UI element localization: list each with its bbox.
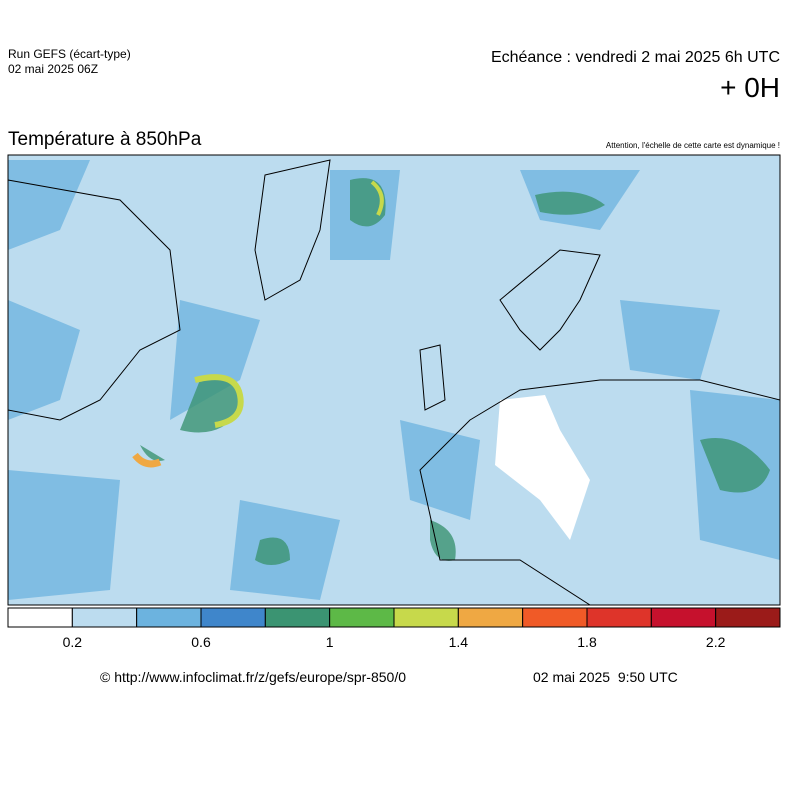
color-step (715, 607, 781, 628)
colorbar: 0.2 0.6 1 1.4 1.8 2.2 (7, 607, 781, 650)
color-step (264, 607, 331, 628)
color-step (7, 607, 73, 628)
colorbar-tick-label: 1.4 (449, 634, 469, 650)
colorbar-tick-label: 1.8 (577, 634, 597, 650)
colorbar-tick-label: 2.2 (706, 634, 726, 650)
colorbar-tick-label: 1 (326, 634, 334, 650)
spread-peak (194, 374, 244, 428)
map-title: Température à 850hPa (8, 129, 202, 150)
low-spread-zone (495, 395, 590, 540)
color-step (650, 607, 717, 628)
coastline (7, 159, 781, 606)
color-step (393, 607, 459, 628)
color-step (200, 607, 266, 628)
map (7, 154, 781, 606)
notice: Attention, l'échelle de cette carte est … (606, 141, 780, 150)
color-step (586, 607, 652, 628)
color-step (71, 607, 138, 628)
color-step (329, 607, 395, 628)
spread-peak (370, 180, 384, 216)
lead-time: + 0H (720, 72, 780, 103)
color-step (136, 607, 202, 628)
spread-peak (132, 452, 162, 468)
colorbar-tick-label: 0.6 (191, 634, 211, 650)
run-date: 02 mai 2025 06Z (8, 62, 98, 76)
generation-date: 02 mai 2025 9:50 UTC (533, 669, 678, 685)
valid-time: Echéance : vendredi 2 mai 2025 6h UTC (491, 49, 780, 66)
spread-zone (8, 160, 780, 600)
map-frame (7, 154, 781, 606)
color-step (457, 607, 524, 628)
color-step (522, 607, 588, 628)
colorbar-tick-label: 0.2 (63, 634, 83, 650)
run-label: Run GEFS (écart-type) (8, 47, 131, 61)
source-url: © http://www.infoclimat.fr/z/gefs/europe… (100, 669, 406, 685)
